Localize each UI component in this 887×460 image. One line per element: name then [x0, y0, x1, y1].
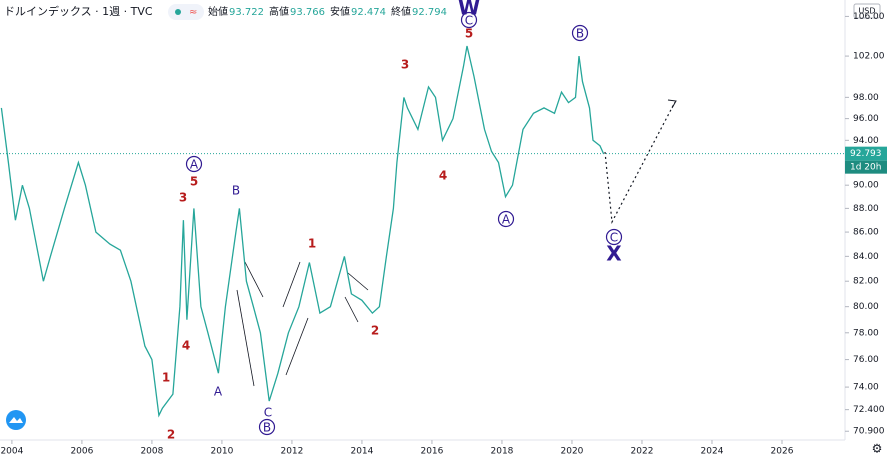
y-tick-label: 72.400 — [853, 405, 885, 415]
y-tick-label: 98.00 — [853, 93, 879, 103]
currency: USD — [858, 7, 875, 16]
y-tick-label: 74.00 — [853, 383, 879, 393]
wave-label: 1 — [162, 371, 170, 385]
wave-label: 2 — [371, 324, 379, 338]
x-tick-label: 2020 — [561, 447, 584, 457]
wave-label: 1 — [308, 237, 316, 251]
ohlc-label: 安値 — [330, 5, 350, 18]
y-tick-label: 82.00 — [853, 277, 879, 287]
wave-label: C — [264, 406, 272, 420]
y-tick-label: 90.00 — [853, 181, 879, 191]
wave-circle — [460, 11, 478, 29]
wave-label: 3 — [179, 191, 187, 205]
wave-circle — [185, 155, 203, 173]
x-tick-label: 2016 — [420, 447, 443, 457]
wave-label: B — [576, 27, 584, 41]
projection-arrow — [667, 99, 677, 109]
y-tick-label: 102.00 — [853, 52, 885, 62]
price-line — [0, 45, 605, 418]
wave-label: B — [232, 184, 240, 198]
y-tick-label: 88.00 — [853, 204, 879, 214]
last-price-label: 92.793 — [850, 149, 882, 159]
wave-circle — [258, 418, 276, 436]
wave-label: 4 — [182, 339, 190, 353]
y-tick-label: 76.00 — [853, 355, 879, 365]
settings-icon[interactable]: ⚙ — [872, 442, 883, 456]
last-price-box — [845, 146, 887, 161]
wave-label: C — [610, 231, 618, 245]
x-tick-label: 2008 — [140, 447, 163, 457]
wave-label: A — [502, 213, 511, 227]
chart-title: ドルインデックス · 1週 · TVC — [4, 4, 153, 18]
wave-label: X — [606, 242, 622, 266]
y-tick-label: 84.00 — [853, 252, 879, 262]
countdown: 1d 20h — [850, 163, 881, 173]
y-tick-label: 94.00 — [853, 136, 879, 146]
wave-label: 4 — [439, 169, 447, 183]
x-tick-label: 2012 — [280, 447, 303, 457]
wave-circle — [497, 210, 515, 228]
x-tick-label: 2022 — [631, 447, 654, 457]
wave-label: B — [263, 421, 271, 435]
y-tick-label: 96.00 — [853, 114, 879, 124]
countdown-box — [845, 160, 887, 174]
ohlc-label: 高値 — [269, 5, 289, 18]
status-icon: ≈ — [189, 7, 197, 18]
wave-label: 5 — [465, 27, 473, 41]
wave-label: 5 — [190, 175, 198, 189]
currency-box[interactable] — [853, 3, 881, 19]
status-dot — [175, 9, 181, 15]
y-tick-label: 86.00 — [853, 228, 879, 238]
x-tick-label: 2026 — [771, 447, 794, 457]
channel-lines — [236, 261, 369, 387]
ohlc-value: 93.722 — [229, 7, 264, 18]
x-tick-label: 2010 — [210, 447, 233, 457]
y-tick-label: 78.00 — [853, 328, 879, 338]
ohlc-label: 始値 — [208, 5, 228, 18]
logo[interactable] — [6, 410, 26, 430]
ohlc-value: 92.794 — [412, 7, 447, 18]
ohlc-label: 終値 — [391, 5, 411, 18]
projection — [604, 101, 676, 225]
wave-circle — [571, 24, 589, 42]
wave-circle — [605, 228, 623, 246]
x-tick-label: 2004 — [0, 447, 23, 457]
wave-label: C — [465, 14, 473, 28]
x-tick-label: 2024 — [701, 447, 724, 457]
header: ドルインデックス · 1週 · TVC ≈ 始値 93.722 高値 93.766 安値… — [4, 4, 447, 20]
y-tick-label: 106.00 — [853, 12, 885, 22]
wave-label: A — [190, 158, 199, 172]
status-pill[interactable] — [168, 4, 204, 20]
x-tick-label: 2018 — [491, 447, 514, 457]
ohlc-value: 92.474 — [351, 7, 386, 18]
y-tick-label: 70.900 — [853, 427, 885, 437]
ohlc-value: 93.766 — [290, 7, 325, 18]
y-tick-label: 80.00 — [853, 302, 879, 312]
wave-label: 2 — [167, 428, 175, 442]
x-tick-label: 2006 — [70, 447, 93, 457]
wave-label: 3 — [401, 58, 409, 72]
x-tick-label: 2014 — [350, 447, 373, 457]
wave-label: A — [214, 385, 223, 399]
